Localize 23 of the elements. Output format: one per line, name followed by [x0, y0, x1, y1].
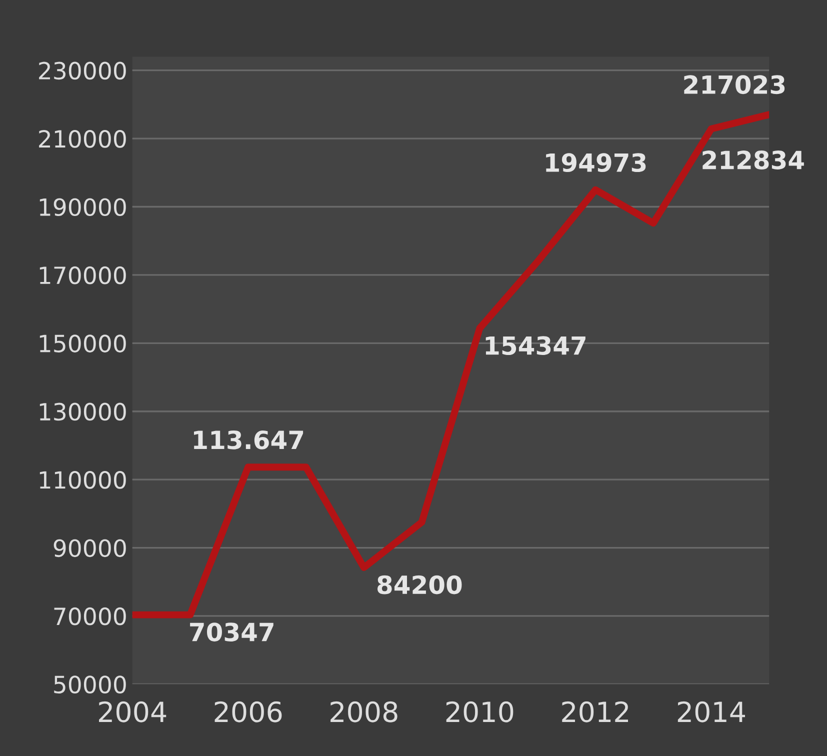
x-tick-label: 2008	[330, 701, 398, 722]
y-tick-label: 210000	[39, 130, 126, 148]
data-label: 70347	[190, 622, 274, 642]
data-label: 194973	[546, 153, 646, 172]
data-label: 84200	[377, 575, 462, 594]
y-tick-label: 130000	[40, 402, 126, 421]
data-label: 113.647	[194, 430, 304, 450]
x-tick-label: 2012	[562, 701, 628, 722]
y-tick-label: 150000	[40, 334, 126, 352]
data-label: 217023	[684, 75, 785, 94]
x-tick-label: 2004	[99, 701, 166, 722]
x-tick-label: 2014	[678, 701, 746, 722]
data-label: 154347	[486, 336, 586, 356]
x-tick-label: 2010	[446, 701, 514, 722]
y-tick-label: 230000	[39, 62, 126, 80]
y-tick-label: 90000	[54, 539, 126, 558]
x-tick-label: 2006	[214, 701, 282, 722]
y-tick-label: 110000	[40, 471, 126, 489]
y-tick-label: 70000	[54, 607, 126, 626]
y-tick-label: 190000	[40, 198, 126, 216]
data-label: 212834	[702, 150, 804, 170]
y-tick-label: 170000	[40, 266, 126, 284]
y-tick-label: 50000	[54, 676, 126, 694]
